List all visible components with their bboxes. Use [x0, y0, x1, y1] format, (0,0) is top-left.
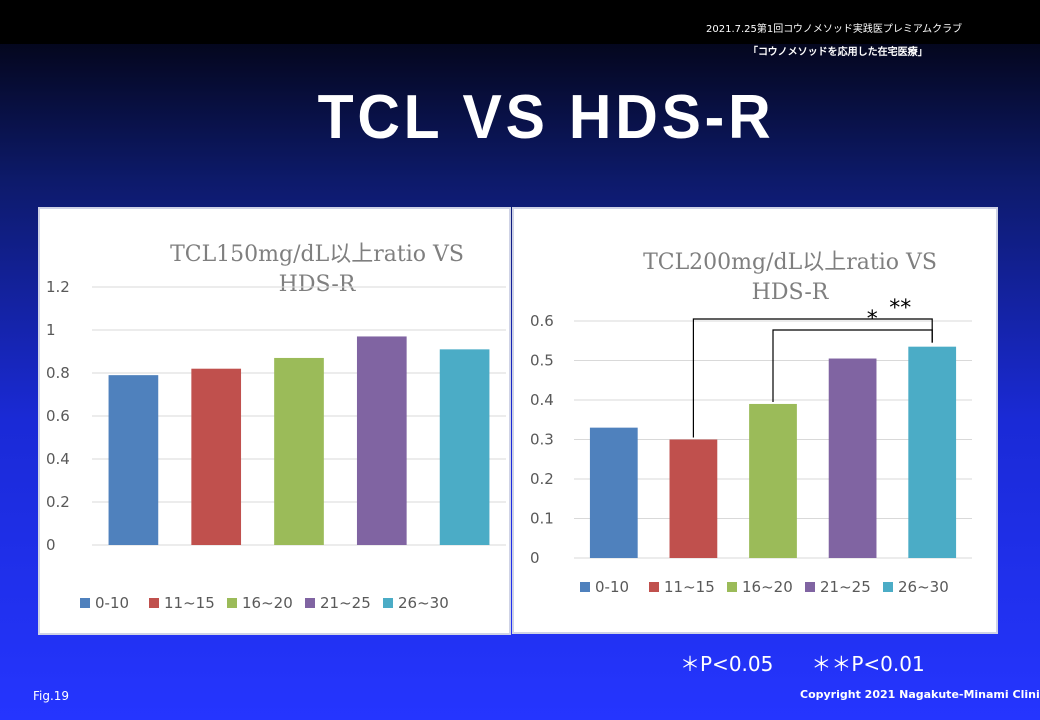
- y-tick-label: 0.6: [46, 407, 70, 425]
- legend-label: 21~25: [820, 578, 871, 596]
- significance-note: ＊P<0.05 ＊＊P<0.01: [680, 648, 963, 677]
- y-tick-label: 0: [46, 536, 56, 554]
- top-bar: [0, 0, 1040, 44]
- legend-swatch: [649, 582, 659, 592]
- chart-panel-tcl200: TCL200mg/dL以上ratio VS HDS-R 0 0.1 0.2 0.3 0.4 0…: [512, 207, 998, 634]
- significance-label: **: [889, 296, 911, 321]
- legend-swatch: [305, 598, 315, 608]
- significance-bracket: [772, 329, 933, 402]
- legend-label: 11~15: [164, 594, 215, 612]
- y-tick-label: 0.8: [46, 364, 70, 382]
- legend-swatch: [383, 598, 393, 608]
- legend-label: 16~20: [242, 594, 293, 612]
- legend-label: 16~20: [742, 578, 793, 596]
- chart-title-line: TCL200mg/dL以上ratio VS: [643, 250, 937, 275]
- bar-0-10: [108, 375, 159, 545]
- y-tick-label: 0.4: [46, 450, 70, 468]
- chart-tcl200: TCL200mg/dL以上ratio VS HDS-R 0 0.1 0.2 0.3 0.4 0…: [530, 250, 972, 596]
- p001-note: ＊＊P<0.01: [811, 652, 925, 676]
- legend-label: 0-10: [95, 594, 129, 612]
- event-subtitle: 「コウノメソッドを応用した在宅医療」: [748, 47, 928, 58]
- bar-21~25: [828, 358, 877, 558]
- event-header: 2021.7.25第1回コウノメソッド実践医プレミアムクラブ: [706, 24, 963, 35]
- y-tick-label: 0.6: [530, 312, 554, 330]
- bar-21~25: [356, 336, 407, 545]
- legend-label: 26~30: [898, 578, 949, 596]
- legend-swatch: [883, 582, 893, 592]
- y-tick-label: 0.3: [530, 431, 554, 449]
- bar-26~30: [908, 346, 957, 558]
- bar-11~15: [191, 368, 242, 545]
- legend-label: 26~30: [398, 594, 449, 612]
- chart-title-line: TCL150mg/dL以上ratio VS: [170, 242, 464, 267]
- chart-title-line: HDS-R: [279, 272, 357, 297]
- legend-swatch: [80, 598, 90, 608]
- y-tick-label: 1: [46, 321, 56, 339]
- y-tick-label: 0.5: [530, 352, 554, 370]
- legend-swatch: [227, 598, 237, 608]
- legend-swatch: [580, 582, 590, 592]
- y-tick-label: 0.4: [530, 391, 554, 409]
- legend-swatch: [727, 582, 737, 592]
- legend-label: 21~25: [320, 594, 371, 612]
- copyright: Copyright 2021 Nagakute-Minami Clinic: [800, 688, 1040, 701]
- y-tick-label: 1.2: [46, 278, 70, 296]
- p005-note: ＊P<0.05: [680, 652, 774, 676]
- legend-label: 11~15: [664, 578, 715, 596]
- bar-26~30: [439, 349, 490, 545]
- legend-label: 0-10: [595, 578, 629, 596]
- figure-number: Fig.19: [33, 689, 70, 703]
- legend-swatch: [805, 582, 815, 592]
- bar-16~20: [274, 357, 324, 545]
- slide-title: TCL VS HDS-R: [317, 83, 775, 152]
- bar-0-10: [589, 427, 638, 558]
- significance-label: *: [867, 307, 878, 332]
- chart-title-line: HDS-R: [752, 280, 830, 305]
- significance-bracket: [692, 318, 933, 438]
- y-tick-label: 0.1: [530, 510, 554, 528]
- y-tick-label: 0.2: [530, 470, 554, 488]
- chart-tcl150: TCL150mg/dL以上ratio VS HDS-R 0 0.2 0.4 0.6 0.8 1…: [46, 242, 506, 612]
- y-tick-label: 0.2: [46, 493, 70, 511]
- bar-16~20: [749, 403, 797, 558]
- bar-11~15: [669, 439, 718, 558]
- y-tick-label: 0: [530, 549, 540, 567]
- legend-swatch: [149, 598, 159, 608]
- chart-panel-tcl150: TCL150mg/dL以上ratio VS HDS-R 0 0.2 0.4 0.6 0.8 1…: [38, 207, 511, 635]
